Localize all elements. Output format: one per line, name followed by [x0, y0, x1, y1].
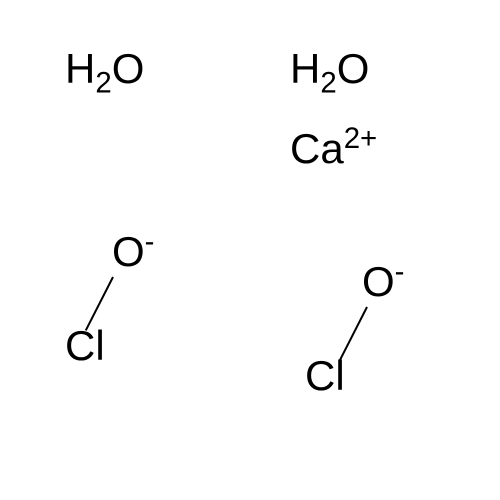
formula-calcium-ion: Ca2+ [290, 125, 377, 173]
formula-water-2: H2O [290, 45, 369, 93]
formula-oxygen-2: O- [362, 258, 404, 306]
formula-oxygen-1: O- [112, 228, 154, 276]
chemical-structure-diagram: H2OH2OCa2+O-ClO-Cl [0, 0, 500, 500]
bond-bond-ocl-2 [339, 307, 368, 361]
formula-water-1: H2O [65, 45, 144, 93]
